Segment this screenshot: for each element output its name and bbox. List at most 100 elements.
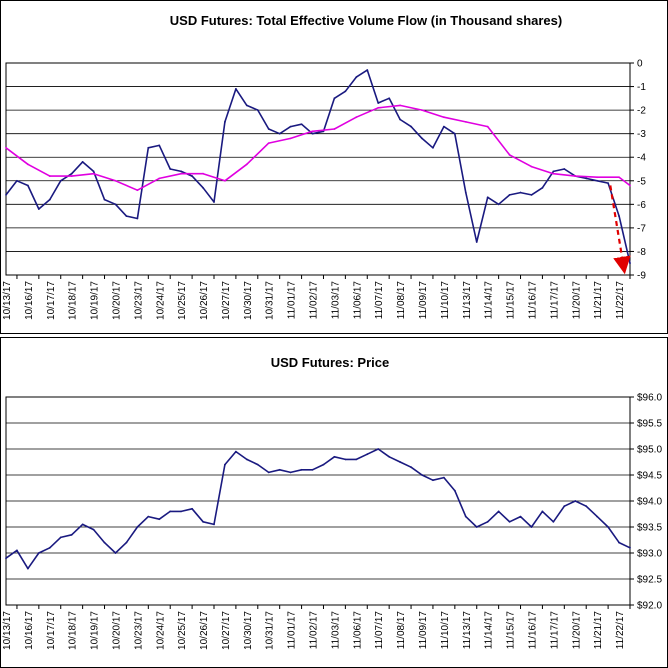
data-point [26, 184, 29, 187]
data-point [92, 172, 95, 175]
data-point [114, 179, 117, 182]
data-point [125, 215, 128, 218]
data-point [508, 153, 511, 156]
data-point [442, 125, 445, 128]
data-point [497, 510, 500, 513]
data-point [464, 191, 467, 194]
y-tick-label: $95.0 [637, 445, 662, 456]
data-point [585, 505, 588, 508]
data-point [5, 557, 7, 560]
data-point [366, 69, 369, 71]
x-tick-label: 11/02/17 [309, 611, 320, 650]
x-tick-label: 10/13/17 [2, 281, 13, 320]
x-tick-label: 10/23/17 [133, 281, 144, 320]
x-tick-label: 10/17/17 [46, 611, 57, 650]
data-point [103, 198, 106, 201]
x-tick-label: 10/30/17 [243, 611, 254, 650]
x-tick-label: 11/22/17 [615, 611, 626, 650]
data-point [366, 453, 369, 456]
data-point [26, 163, 29, 166]
x-tick-label: 10/20/17 [111, 611, 122, 650]
x-tick-label: 10/18/17 [68, 611, 79, 650]
data-point [59, 536, 62, 539]
data-point [421, 137, 423, 140]
data-point [585, 177, 588, 180]
x-tick-label: 11/08/17 [396, 281, 407, 320]
volume-flow-panel [0, 0, 668, 334]
data-point [267, 471, 270, 474]
x-tick-label: 10/31/17 [265, 611, 276, 650]
y-tick-label: $94.5 [637, 471, 662, 482]
x-tick-label: 10/16/17 [24, 611, 35, 650]
y-tick-label: -5 [637, 176, 646, 187]
data-point [92, 528, 95, 531]
x-tick-label: 11/09/17 [418, 281, 429, 320]
data-point [574, 175, 577, 177]
data-point [245, 458, 248, 461]
x-tick-label: 11/13/17 [462, 611, 473, 650]
y-tick-label: -6 [637, 200, 646, 211]
data-point [16, 179, 18, 182]
data-point [169, 510, 172, 513]
data-point [278, 132, 281, 135]
data-point [388, 97, 391, 100]
data-point [48, 546, 51, 549]
series-line-1 [5, 69, 631, 264]
data-point [563, 168, 566, 170]
x-tick-label: 11/06/17 [352, 611, 363, 650]
data-point [70, 175, 73, 177]
data-point [180, 172, 183, 175]
data-point [541, 510, 544, 513]
x-tick-label: 10/26/17 [199, 611, 210, 650]
x-tick-label: 10/27/17 [221, 281, 232, 320]
y-tick-label: $93.5 [637, 523, 662, 534]
x-tick-label: 11/01/17 [287, 611, 298, 650]
y-tick-label: $93.0 [637, 549, 662, 560]
data-point [48, 175, 51, 177]
data-point [333, 97, 336, 100]
data-point [103, 541, 106, 544]
price-panel [0, 337, 668, 668]
x-tick-label: 10/30/17 [243, 281, 254, 320]
data-point [213, 523, 215, 526]
data-point [59, 179, 62, 182]
data-point [464, 515, 467, 518]
x-tick-label: 10/18/17 [68, 281, 79, 320]
x-tick-label: 11/15/17 [506, 281, 517, 320]
data-point [114, 552, 117, 554]
x-tick-label: 11/13/17 [462, 281, 473, 320]
data-point [388, 455, 391, 458]
data-point [311, 468, 314, 471]
data-point [234, 450, 237, 453]
data-point [497, 203, 500, 206]
x-tick-label: 11/16/17 [527, 281, 538, 320]
x-tick-label: 11/21/17 [593, 281, 604, 320]
data-point [442, 116, 445, 119]
data-point [607, 526, 610, 528]
data-point [311, 132, 314, 135]
data-point [256, 109, 259, 112]
y-tick-label: $96.0 [637, 393, 662, 404]
series-line-2 [5, 104, 631, 191]
x-tick-label: 11/09/17 [418, 611, 429, 650]
data-point [421, 474, 423, 476]
data-point [596, 176, 599, 179]
data-point [37, 552, 40, 554]
data-point [355, 76, 358, 79]
data-point [486, 125, 489, 128]
data-point [333, 128, 336, 130]
x-tick-label: 11/02/17 [309, 281, 320, 320]
data-point [552, 170, 555, 173]
data-point [344, 458, 347, 461]
data-point [136, 526, 139, 528]
data-point [289, 137, 292, 140]
data-point [92, 170, 95, 173]
volume-flow-chart-title: USD Futures: Total Effective Volume Flow… [170, 13, 562, 28]
data-point [618, 215, 620, 218]
data-point [191, 507, 194, 510]
x-tick-label: 10/13/17 [2, 611, 13, 650]
data-point [574, 500, 577, 502]
annotation-arrow [609, 185, 631, 275]
data-point [300, 468, 303, 471]
